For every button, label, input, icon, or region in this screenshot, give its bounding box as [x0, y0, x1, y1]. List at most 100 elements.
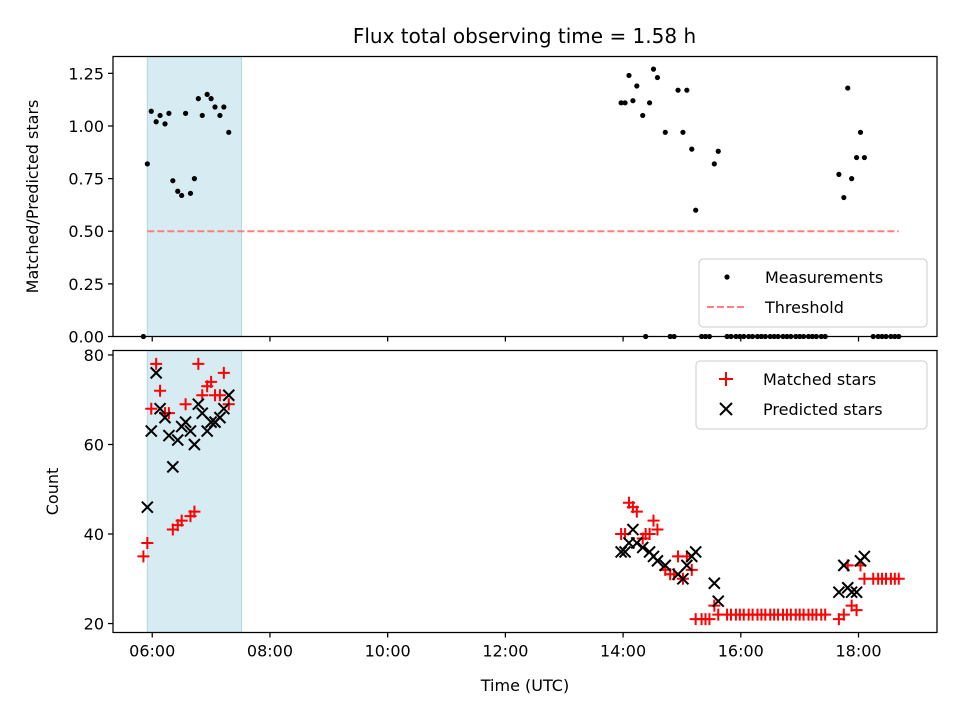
matched-star-point [192, 357, 205, 370]
top-axes-frame [112, 55, 938, 338]
legend-measurements-label: Measurements [765, 268, 883, 287]
y-tick-label: 0.00 [68, 328, 104, 347]
measurement-point [646, 100, 653, 106]
measurement-point [195, 96, 201, 102]
predicted-star-point [850, 586, 863, 599]
predicted-star-point [145, 424, 158, 438]
legend-matched-label: Matched stars [763, 370, 876, 389]
matched-star-point [892, 572, 905, 585]
measurement-point [715, 148, 721, 154]
predicted-star-point [676, 572, 690, 585]
predicted-star-point [680, 559, 694, 572]
matched-star-point [647, 514, 660, 527]
measurement-point [226, 129, 232, 135]
predicted-star-point [845, 586, 858, 599]
bottom-series-layer [137, 357, 905, 626]
measurement-point [849, 176, 855, 182]
predicted-star-point [626, 523, 640, 536]
measurement-point [187, 190, 194, 196]
y-tick-label: 0.25 [68, 275, 104, 294]
y-tick-label: 40 [84, 525, 104, 544]
matched-star-point [145, 402, 158, 415]
matched-star-point [819, 608, 832, 621]
bottom-x-ticks: 06:00 08:00 10:00 12:00 14:00 16:00 18:00 [129, 632, 882, 661]
predicted-star-point [837, 559, 851, 572]
measurement-point [836, 171, 842, 177]
bottom-legend: Matched stars Predicted stars [695, 360, 928, 430]
top-legend: Measurements Threshold [698, 258, 928, 328]
predicted-star-point [162, 429, 176, 442]
predicted-star-point [659, 559, 672, 572]
measurement-point [208, 96, 214, 102]
legend-measurements-marker [724, 274, 730, 280]
measurement-point [182, 110, 189, 116]
predicted-star-point [618, 545, 632, 559]
predicted-star-point [153, 402, 167, 415]
legend-predicted-marker [719, 402, 733, 416]
matched-star-point [213, 389, 226, 402]
predicted-star-point [636, 541, 649, 554]
measurement-point [711, 161, 717, 167]
y-tick-label: 0.50 [68, 222, 104, 241]
matched-star-point [217, 366, 230, 379]
measurement-point [626, 72, 632, 79]
bottom-y-axis-label: Count [43, 468, 62, 516]
measurement-point [175, 188, 181, 194]
legend-predicted-label: Predicted stars [763, 400, 883, 419]
measurement-point [179, 192, 185, 199]
measurement-point [654, 74, 661, 81]
measurement-point [217, 112, 223, 119]
matched-star-point [651, 523, 664, 536]
matched-star-point [137, 550, 150, 563]
predicted-star-point [708, 577, 721, 590]
measurement-point [148, 108, 154, 114]
top-panel: 0.00 0.25 0.50 0.75 1.00 1.25 Matched/Predict… [23, 55, 938, 347]
y-tick-label: 80 [84, 346, 104, 365]
predicted-star-point [689, 545, 702, 559]
measurement-point [199, 112, 205, 119]
predicted-star-point [217, 402, 231, 415]
measurement-point [204, 91, 210, 97]
predicted-star-point [188, 438, 201, 451]
matched-star-point [205, 375, 218, 388]
predicted-star-point [222, 389, 235, 402]
matched-star-point [703, 613, 716, 626]
measurement-point [662, 129, 668, 135]
bottom-panel: 06:00 08:00 10:00 12:00 14:00 16:00 18:00 20 40… [43, 346, 938, 695]
y-tick-label: 60 [84, 436, 104, 455]
matched-star-point [850, 604, 863, 617]
y-tick-label: 20 [84, 615, 104, 634]
matched-star-point [175, 514, 188, 527]
measurement-point [680, 129, 686, 135]
measurement-point [622, 100, 628, 106]
predicted-star-point [171, 433, 184, 447]
measurement-point [144, 161, 150, 167]
matched-star-point [643, 528, 656, 541]
x-tick-label: 06:00 [129, 642, 175, 661]
x-tick-label: 16:00 [718, 642, 764, 661]
measurement-point [630, 98, 636, 104]
top-x-ticks [151, 336, 860, 342]
measurement-point [675, 87, 681, 93]
top-y-ticks: 0.00 0.25 0.50 0.75 1.00 1.25 [68, 64, 113, 347]
measurement-point [853, 154, 860, 161]
y-tick-label: 1.00 [68, 117, 104, 136]
legend-threshold-label: Threshold [764, 298, 844, 317]
bottom-x-axis-label: Time (UTC) [480, 676, 569, 695]
measurement-point [689, 146, 695, 152]
measurement-point [650, 66, 657, 72]
measurement-point [162, 121, 168, 127]
predicted-star-point [651, 554, 664, 568]
measurement-point [170, 178, 176, 184]
matched-star-point [141, 536, 154, 549]
predicted-star-point [192, 398, 205, 411]
bottom-y-ticks: 20 40 60 80 [84, 346, 113, 634]
predicted-star-point [179, 415, 192, 429]
bottom-legend-box [695, 360, 928, 430]
measurement-point [221, 104, 227, 110]
measurement-point [640, 112, 646, 119]
measurement-point [153, 119, 159, 125]
matched-star-point [188, 505, 201, 518]
shaded-interval [146, 56, 243, 337]
predicted-star-point [858, 550, 871, 563]
